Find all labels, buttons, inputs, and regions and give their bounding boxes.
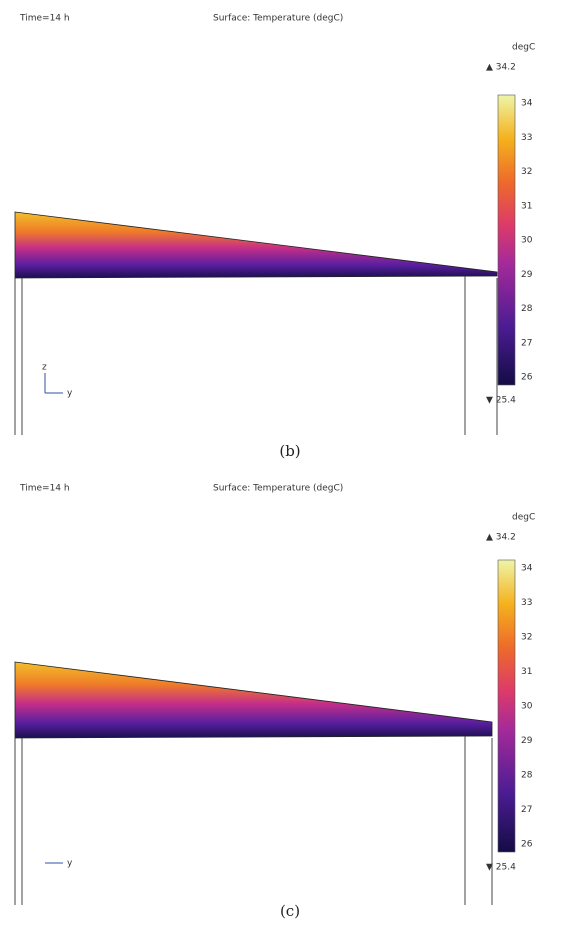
caption: (c) — [280, 902, 300, 920]
max-label: ▲ 34.2 — [486, 533, 516, 543]
colorbar-tick: 32 — [521, 633, 532, 643]
colorbar-tick: 31 — [521, 667, 532, 677]
colorbar-tick: 34 — [521, 564, 533, 574]
colorbar-tick: 34 — [521, 99, 533, 109]
colorbar-tick: 33 — [521, 133, 532, 143]
colorbar-tick: 26 — [521, 840, 533, 850]
beam — [14, 661, 493, 739]
colorbar-tick: 28 — [521, 771, 533, 781]
colorbar-tick: 30 — [521, 236, 533, 246]
plot-title: Surface: Temperature (degC) — [213, 14, 343, 24]
colorbar — [497, 94, 516, 386]
min-label: ▼ 25.4 — [486, 396, 516, 406]
unit-label: degC — [512, 513, 535, 523]
colorbar-tick: 28 — [521, 304, 533, 314]
colorbar-tick: 31 — [521, 201, 532, 211]
unit-label: degC — [512, 43, 535, 53]
time-label: Time=14 h — [19, 484, 70, 494]
axis-label: z — [42, 363, 47, 373]
axis-label: y — [67, 389, 73, 399]
colorbar-tick: 33 — [521, 598, 532, 608]
axis-label: y — [67, 859, 73, 869]
colorbar-tick: 26 — [521, 373, 533, 383]
colorbar-tick: 29 — [521, 736, 533, 746]
time-label: Time=14 h — [19, 14, 70, 24]
colorbar-tick: 32 — [521, 167, 532, 177]
beam — [14, 211, 498, 279]
plot-title: Surface: Temperature (degC) — [213, 484, 343, 494]
colorbar-tick: 30 — [521, 702, 533, 712]
min-label: ▼ 25.4 — [486, 863, 516, 873]
colorbar-tick: 27 — [521, 805, 532, 815]
max-label: ▲ 34.2 — [486, 63, 516, 73]
colorbar-tick: 29 — [521, 270, 533, 280]
colorbar-tick: 27 — [521, 338, 532, 348]
caption: (b) — [279, 442, 300, 460]
colorbar — [497, 559, 516, 853]
